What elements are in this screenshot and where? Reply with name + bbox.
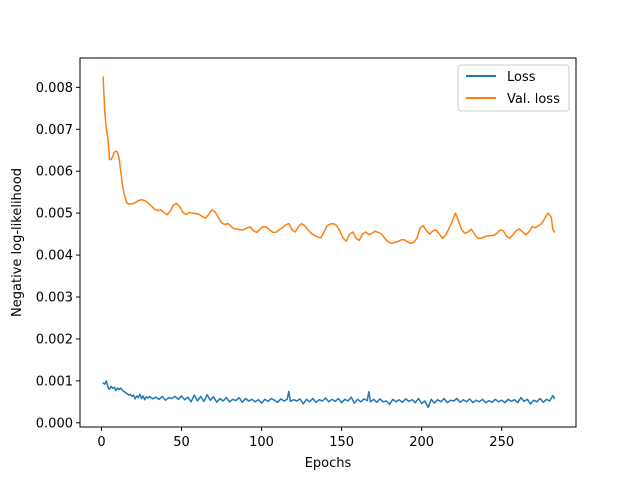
y-tick-label: 0.004 — [36, 249, 73, 264]
x-tick-label: 0 — [97, 435, 105, 450]
y-axis: 0.000 0.001 0.002 0.003 0.004 0.005 0.006 0.007… — [36, 81, 80, 431]
x-axis: 0 50 100 150 200 250 — [97, 427, 514, 450]
y-tick-label: 0.008 — [36, 81, 73, 96]
legend-label-loss: Loss — [507, 70, 536, 85]
y-tick-label: 0.001 — [36, 374, 73, 389]
x-tick-label: 50 — [173, 435, 190, 450]
y-tick-label: 0.002 — [36, 332, 73, 347]
legend: Loss Val. loss — [457, 64, 570, 112]
x-tick-label: 150 — [329, 435, 354, 450]
y-tick-label: 0.007 — [36, 123, 73, 138]
x-tick-label: 200 — [409, 435, 434, 450]
y-tick-label: 0.006 — [36, 165, 73, 180]
y-axis-label: Negative log-likelihood — [10, 168, 25, 317]
x-axis-label: Epochs — [305, 456, 352, 471]
y-tick-label: 0.005 — [36, 207, 73, 222]
axes-frame — [79, 57, 577, 428]
legend-label-val-loss: Val. loss — [507, 92, 560, 107]
x-tick-label: 250 — [489, 435, 514, 450]
plot-area — [102, 76, 556, 409]
series-line-loss — [102, 380, 556, 409]
y-tick-label: 0.003 — [36, 291, 73, 306]
y-tick-label: 0.000 — [36, 416, 73, 431]
x-tick-label: 100 — [249, 435, 274, 450]
series-line-val-loss — [102, 76, 556, 245]
